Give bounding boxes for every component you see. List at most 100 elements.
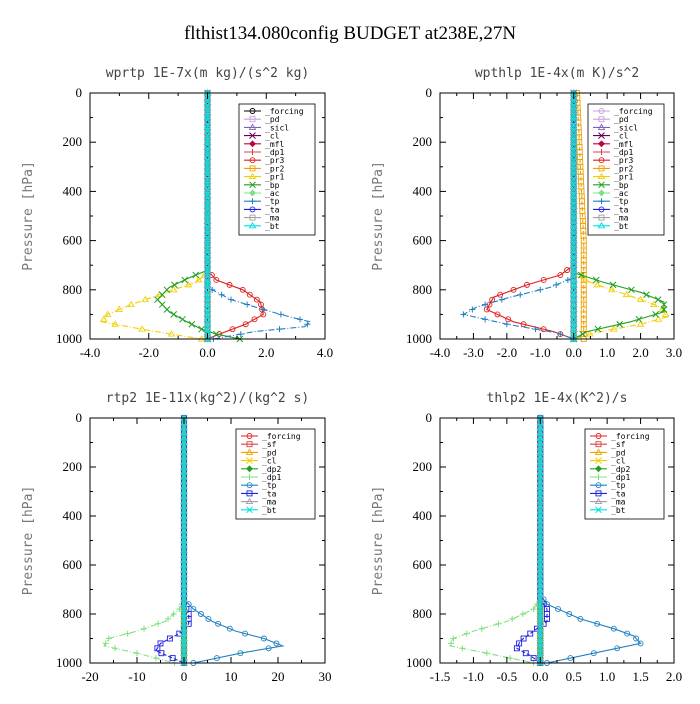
legend-marker	[598, 116, 605, 123]
data-point	[469, 306, 476, 313]
data-point	[180, 595, 188, 603]
data-point	[636, 320, 645, 327]
data-point	[540, 277, 547, 283]
x-tick-label: 1.5	[632, 669, 648, 684]
data-point	[536, 600, 544, 608]
y-tick-label: 800	[413, 606, 433, 621]
x-tick-label: -4.0	[80, 345, 101, 360]
data-point	[536, 556, 544, 564]
y-tick-label: 200	[63, 459, 83, 474]
legend-entry: _ma	[262, 498, 277, 507]
data-point	[594, 620, 601, 627]
data-point	[180, 600, 188, 608]
data-point	[180, 537, 188, 544]
x-tick-label: -4.0	[430, 345, 451, 360]
data-point	[103, 310, 112, 317]
x-tick-label: 1.0	[599, 345, 615, 360]
x-tick-label: 1.0	[599, 669, 615, 684]
data-point	[180, 527, 188, 535]
legend-entry: _sicl	[614, 123, 638, 132]
x-tick-label: 0.0	[199, 345, 215, 360]
data-point	[180, 586, 188, 593]
x-tick-label: 30	[319, 669, 332, 684]
data-point	[564, 267, 570, 274]
data-point	[180, 615, 188, 623]
data-point	[510, 286, 517, 293]
legend-marker	[598, 181, 605, 189]
y-tick-label: 200	[413, 459, 433, 474]
data-point	[180, 542, 188, 549]
data-point	[180, 576, 188, 584]
series-line-pr1	[573, 93, 669, 340]
legend-entry: _cl	[265, 132, 280, 141]
legend-entry: _ta	[614, 205, 629, 214]
data-point	[536, 458, 544, 466]
data-point	[536, 522, 544, 530]
data-point	[141, 625, 148, 632]
legend-entry: _sf	[262, 440, 277, 449]
data-point	[239, 286, 246, 293]
series-line-ta	[516, 418, 548, 664]
data-point	[141, 295, 150, 303]
y-axis-label: Pressure [hPa]	[371, 486, 386, 596]
legend: _forcing_pd_sicl_cl_mfl_dp1_pr3_pr2_pr1_…	[238, 103, 316, 236]
data-point	[544, 615, 550, 622]
data-point	[536, 610, 544, 618]
x-tick-label: -2.0	[497, 345, 518, 360]
data-point	[536, 463, 544, 471]
legend-entry: _dp1	[614, 148, 633, 157]
data-point	[536, 625, 544, 633]
chart-panel-1: wprtp 1E-7x(m kg)/(s^2 kg) Pressure [hPa]…	[21, 66, 333, 360]
data-point	[124, 630, 131, 637]
x-tick-label: 0.0	[532, 669, 548, 684]
y-tick-label: 800	[63, 282, 83, 297]
legend-marker	[598, 214, 605, 221]
legend-entry: _ma	[614, 214, 629, 223]
data-point	[579, 330, 586, 338]
data-point	[536, 502, 544, 510]
legend-entry: _dp1	[262, 473, 281, 482]
legend: _forcing_sf_pd_cl_dp2_dp1_tp_ta_ma_bt	[584, 428, 665, 520]
legend-marker	[598, 198, 605, 205]
data-point	[536, 483, 544, 490]
data-point	[169, 285, 178, 293]
data-point	[536, 478, 544, 486]
data-point	[592, 276, 600, 284]
data-point	[179, 315, 186, 323]
y-tick-label: 600	[413, 233, 433, 248]
data-point	[163, 306, 171, 313]
legend-marker	[249, 132, 256, 139]
data-point	[166, 635, 173, 642]
data-point	[536, 488, 544, 495]
legend-marker	[246, 441, 253, 448]
legend-marker	[249, 140, 256, 148]
y-tick-label: 400	[413, 183, 433, 198]
y-tick-label: 200	[413, 134, 433, 149]
legend-entry: _cl	[611, 457, 626, 466]
data-point	[505, 316, 512, 323]
data-point	[497, 291, 504, 298]
data-point	[192, 271, 200, 279]
data-point	[184, 281, 193, 288]
data-point	[180, 610, 188, 618]
legend-entry: _mfl	[614, 140, 633, 149]
legend-entry: _bt	[262, 506, 277, 515]
y-tick-label: 600	[63, 233, 83, 248]
y-axis-label: Pressure [hPa]	[371, 161, 386, 271]
series-line-dp1	[449, 418, 541, 664]
legend-marker	[598, 206, 605, 213]
data-point	[557, 331, 564, 338]
data-point	[494, 311, 501, 318]
data-point	[536, 532, 544, 539]
data-point	[273, 640, 280, 647]
legend-marker	[598, 149, 605, 155]
data-point	[593, 281, 601, 288]
legend-marker	[246, 457, 253, 464]
data-point	[197, 611, 204, 617]
data-point	[636, 295, 645, 303]
legend-marker	[249, 214, 256, 221]
series-line-tp	[206, 93, 312, 340]
data-point	[624, 630, 631, 637]
data-point	[610, 625, 617, 632]
x-tick-label: 4.0	[317, 345, 333, 360]
